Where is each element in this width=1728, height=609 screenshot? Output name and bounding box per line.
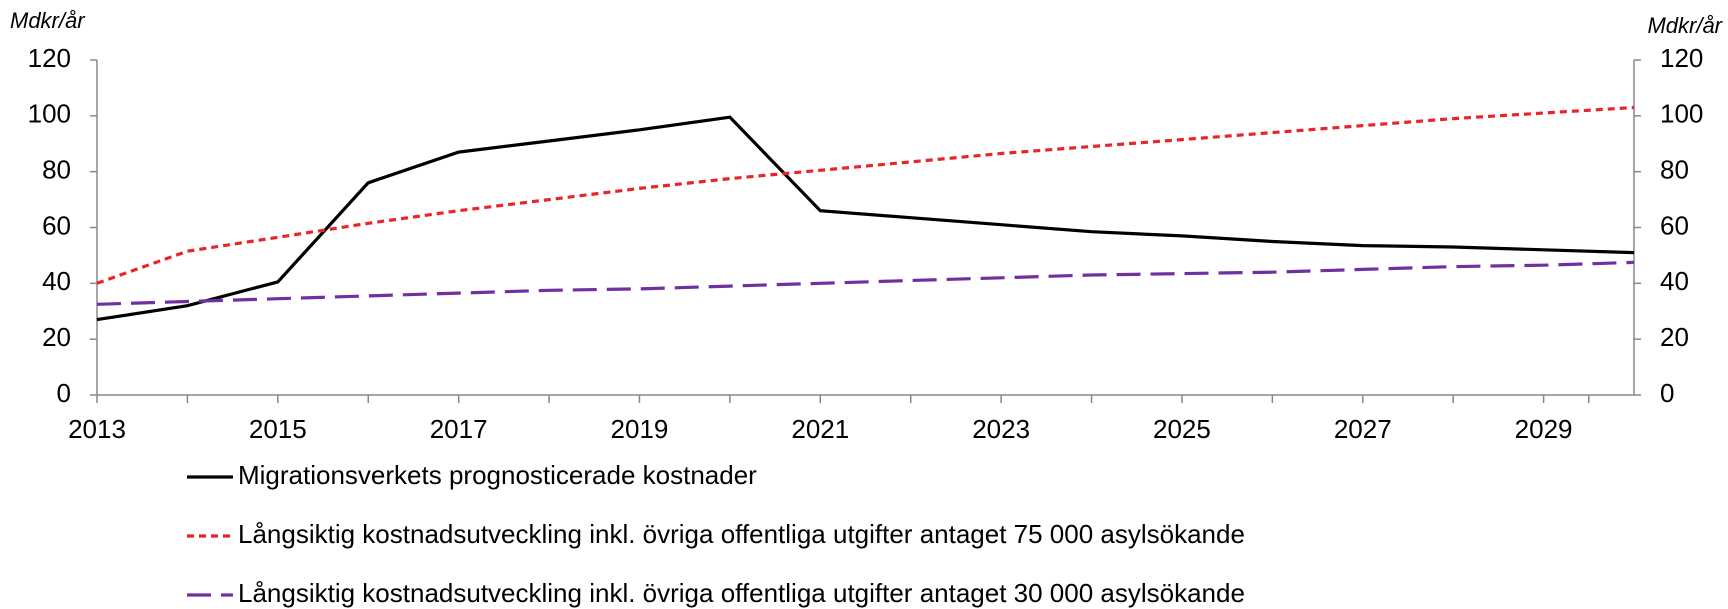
x-tick-label: 2017 (430, 414, 488, 444)
y2-tick-label: 40 (1660, 266, 1689, 296)
y2-axis-label: Mdkr/år (1647, 13, 1723, 38)
y-tick-label: 40 (42, 266, 71, 296)
y-tick-label: 20 (42, 322, 71, 352)
y-tick-label: 60 (42, 210, 71, 240)
y2-tick-label: 60 (1660, 210, 1689, 240)
y2-tick-label: 100 (1660, 99, 1703, 129)
x-tick-label: 2029 (1515, 414, 1573, 444)
series-line (96, 260, 1635, 306)
y2-tick-label: 120 (1660, 43, 1703, 73)
y-tick-label: 100 (28, 99, 71, 129)
series-line (96, 115, 1635, 322)
y2-tick-label: 80 (1660, 155, 1689, 185)
y-tick-label: 80 (42, 155, 71, 185)
x-tick-label: 2019 (611, 414, 669, 444)
y-tick-label: 120 (28, 43, 71, 73)
x-tick-label: 2023 (972, 414, 1030, 444)
legend-label: Långsiktig kostnadsutveckling inkl. övri… (238, 519, 1245, 549)
x-tick-label: 2027 (1334, 414, 1392, 444)
x-tick-label: 2021 (791, 414, 849, 444)
x-tick-label: 2013 (68, 414, 126, 444)
x-tick-label: 2025 (1153, 414, 1211, 444)
y2-tick-label: 0 (1660, 378, 1674, 408)
y-tick-label: 0 (57, 378, 71, 408)
series-line (96, 105, 1635, 285)
y-axis-label: Mdkr/år (10, 8, 86, 33)
legend-label: Migrationsverkets prognosticerade kostna… (238, 460, 757, 490)
y2-tick-label: 20 (1660, 322, 1689, 352)
x-tick-label: 2015 (249, 414, 307, 444)
legend-label: Långsiktig kostnadsutveckling inkl. övri… (238, 578, 1245, 608)
